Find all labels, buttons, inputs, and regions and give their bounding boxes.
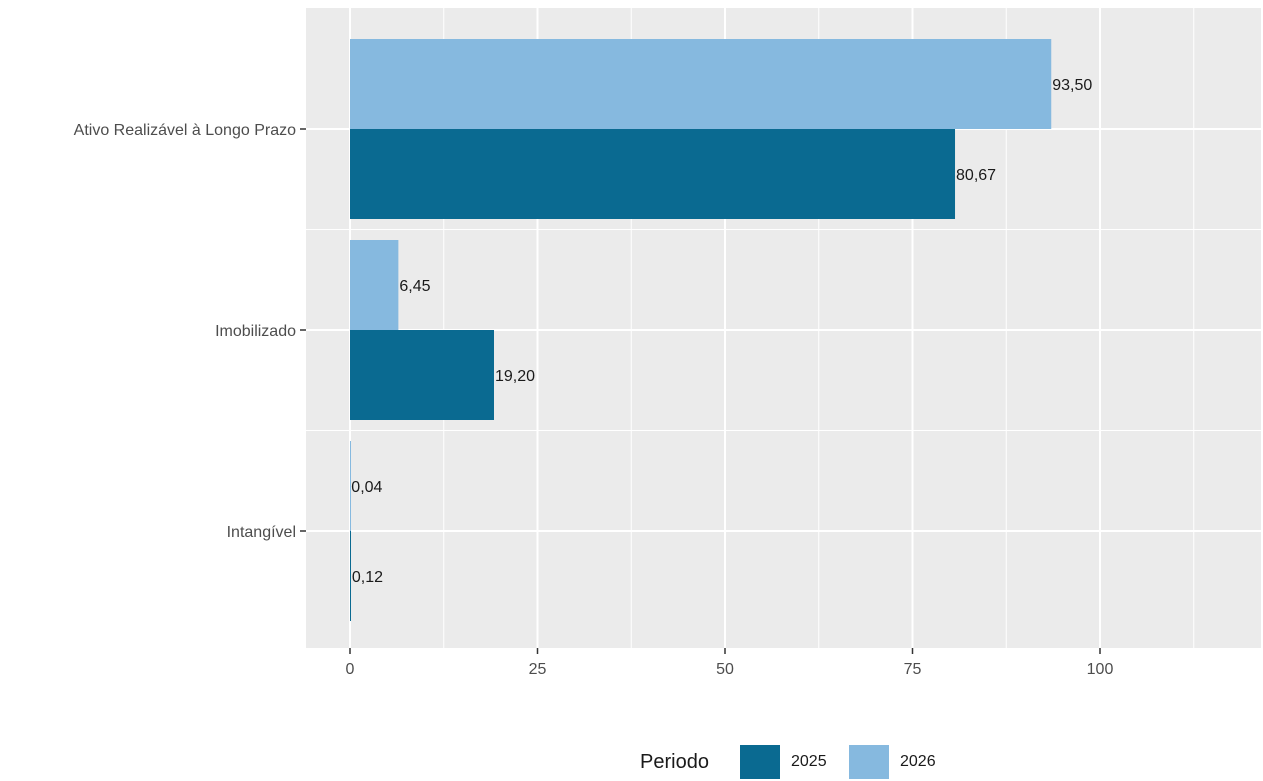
data-label-2025-0: 80,67 xyxy=(956,167,996,184)
legend-label-2026: 2026 xyxy=(900,753,936,770)
legend: Periodo 2025 2026 xyxy=(640,745,936,779)
data-label-2025-2: 0,12 xyxy=(352,569,383,586)
bar-2025-1 xyxy=(350,330,494,420)
data-label-2026-1: 6,45 xyxy=(399,278,430,295)
bar-2025-2 xyxy=(350,531,351,621)
y-tick-label: Intangível xyxy=(227,524,296,541)
x-tick-label: 75 xyxy=(904,661,922,678)
data-label-2025-1: 19,20 xyxy=(495,368,535,385)
x-tick-label: 25 xyxy=(529,661,547,678)
legend-key-2025 xyxy=(740,745,780,779)
bar-2026-2 xyxy=(350,441,351,531)
data-label-2026-2: 0,04 xyxy=(351,479,382,496)
y-tick-label: Ativo Realizável à Longo Prazo xyxy=(74,122,296,139)
legend-title: Periodo xyxy=(640,751,709,773)
bars xyxy=(350,39,1052,621)
bar-2025-0 xyxy=(350,129,956,219)
bar-2026-0 xyxy=(350,39,1052,129)
x-tick-label: 0 xyxy=(346,661,355,678)
legend-key-2026 xyxy=(849,745,889,779)
data-labels: 80,67 19,20 0,12 93,50 6,45 0,04 xyxy=(351,77,1092,586)
y-tick-label: Imobilizado xyxy=(215,323,296,340)
x-tick-label: 100 xyxy=(1087,661,1114,678)
data-label-2026-0: 93,50 xyxy=(1052,77,1092,94)
y-axis: Ativo Realizável à Longo Prazo Imobilizad… xyxy=(74,122,306,541)
bar-2026-1 xyxy=(350,240,399,330)
x-tick-label: 50 xyxy=(716,661,734,678)
x-axis: 0 25 50 75 100 xyxy=(346,648,1114,678)
legend-label-2025: 2025 xyxy=(791,753,827,770)
